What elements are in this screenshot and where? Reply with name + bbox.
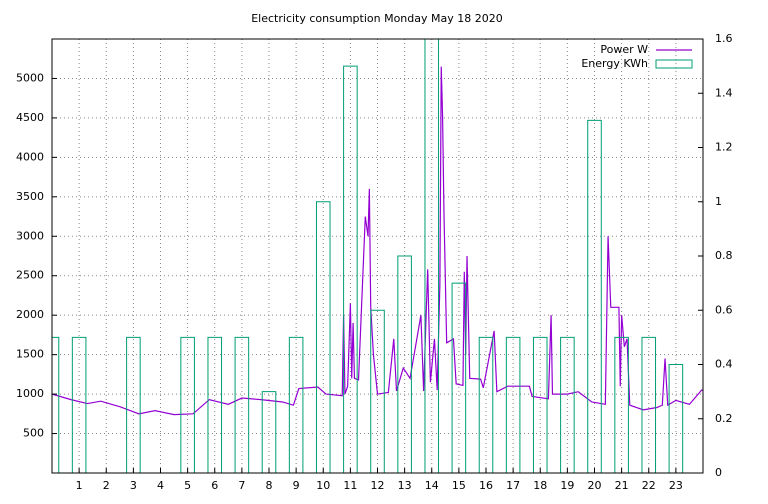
y2-tick-label: 0.2 (715, 412, 733, 425)
legend-label: Energy KWh (581, 57, 648, 70)
y2-tick-label: 0 (715, 466, 722, 479)
x-tick-label: 11 (343, 479, 357, 492)
x-tick-label: 15 (452, 479, 466, 492)
y2-tick-label: 1.6 (715, 32, 733, 45)
energy-box (478, 336, 494, 473)
y-tick-label: 3000 (16, 229, 44, 242)
x-tick-label: 12 (371, 479, 385, 492)
x-tick-label: 5 (184, 479, 191, 492)
y2-tick-label: 0.4 (715, 358, 733, 371)
x-tick-label: 10 (316, 479, 330, 492)
x-tick-label: 14 (425, 479, 439, 492)
x-tick-label: 3 (130, 479, 137, 492)
legend-swatch (655, 59, 693, 69)
energy-box (505, 336, 521, 473)
y-tick-label: 2000 (16, 308, 44, 321)
x-tick-label: 8 (266, 479, 273, 492)
energy-box (207, 336, 223, 473)
energy-box (587, 119, 602, 473)
x-tick-label: 16 (479, 479, 493, 492)
energy-box (424, 39, 440, 473)
energy-box (343, 65, 358, 473)
x-tick-label: 13 (398, 479, 412, 492)
x-tick-label: 19 (560, 479, 574, 492)
energy-box (261, 391, 277, 473)
energy-box (234, 336, 250, 473)
y-tick-label: 500 (23, 427, 44, 440)
y2-tick-label: 0.8 (715, 249, 733, 262)
energy-box (451, 282, 467, 473)
energy-box (71, 336, 87, 473)
x-tick-label: 23 (669, 479, 683, 492)
energy-box (52, 336, 60, 473)
energy-box (614, 336, 629, 473)
y2-tick-label: 0.6 (715, 303, 733, 316)
y-tick-label: 1500 (16, 348, 44, 361)
energy-box (641, 336, 657, 473)
legend-label: Power W (600, 43, 648, 56)
x-tick-label: 2 (103, 479, 110, 492)
x-tick-label: 1 (76, 479, 83, 492)
energy-box (370, 309, 385, 473)
y-tick-label: 1000 (16, 387, 44, 400)
y2-tick-label: 1.2 (715, 141, 733, 154)
energy-box (180, 336, 195, 473)
y-tick-label: 4000 (16, 150, 44, 163)
power-line (52, 66, 703, 416)
x-tick-label: 7 (238, 479, 245, 492)
x-tick-label: 9 (293, 479, 300, 492)
x-tick-label: 20 (588, 479, 602, 492)
energy-box (397, 255, 412, 473)
energy-box (668, 364, 684, 473)
energy-box (126, 336, 141, 473)
energy-box (532, 336, 548, 473)
y2-tick-label: 1.4 (715, 86, 733, 99)
x-tick-label: 6 (211, 479, 218, 492)
y2-tick-label: 1 (715, 195, 722, 208)
y-tick-label: 2500 (16, 269, 44, 282)
energy-box (560, 336, 575, 473)
x-tick-label: 21 (615, 479, 629, 492)
x-tick-label: 18 (533, 479, 547, 492)
y-tick-label: 5000 (16, 71, 44, 84)
chart-title: Electricity consumption Monday May 18 20… (251, 12, 503, 25)
x-tick-label: 22 (642, 479, 656, 492)
y-tick-label: 4500 (16, 111, 44, 124)
energy-box (288, 336, 304, 473)
x-tick-label: 4 (157, 479, 164, 492)
x-tick-label: 17 (506, 479, 520, 492)
y-tick-label: 3500 (16, 190, 44, 203)
energy-box (315, 201, 331, 473)
